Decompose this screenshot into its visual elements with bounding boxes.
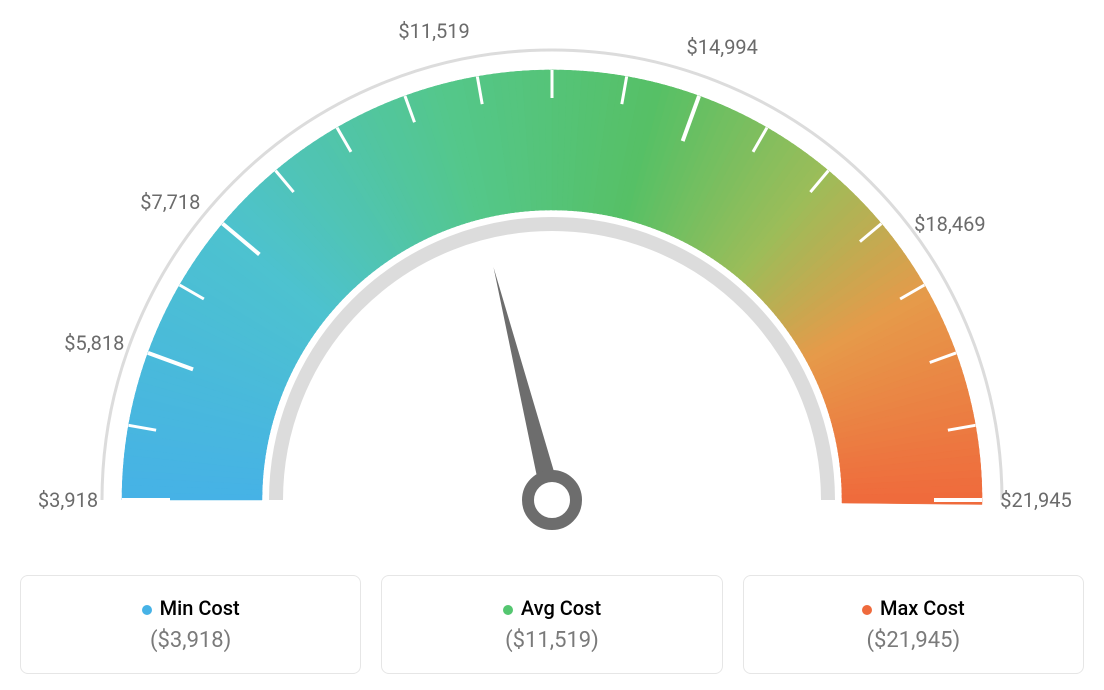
- legend-card-min: Min Cost ($3,918): [20, 575, 361, 674]
- tick-label: $21,945: [1000, 488, 1071, 512]
- legend-title-max: Max Cost: [754, 596, 1073, 620]
- legend-title-max-text: Max Cost: [880, 596, 965, 620]
- legend-title-avg-text: Avg Cost: [521, 596, 601, 620]
- tick-label: $11,519: [398, 19, 469, 43]
- legend-title-avg: Avg Cost: [392, 596, 711, 620]
- tick-label: $7,718: [140, 190, 200, 214]
- dot-avg: [503, 605, 513, 615]
- tick-label: $3,918: [38, 488, 98, 512]
- tick-label: $18,469: [914, 212, 985, 236]
- gauge-svg: [0, 0, 1104, 530]
- legend-card-max: Max Cost ($21,945): [743, 575, 1084, 674]
- legend-value-min: ($3,918): [31, 628, 350, 653]
- gauge-chart: $3,918 $5,818 $7,718 $11,519 $14,994 $18,469 $…: [0, 0, 1104, 530]
- tick-label: $14,994: [687, 35, 758, 59]
- legend-value-max: ($21,945): [754, 628, 1073, 653]
- tick-label: $5,818: [64, 331, 124, 355]
- legend-title-min-text: Min Cost: [160, 596, 240, 620]
- dot-max: [862, 605, 872, 615]
- legend-card-avg: Avg Cost ($11,519): [381, 575, 722, 674]
- legend-value-avg: ($11,519): [392, 628, 711, 653]
- legend-row: Min Cost ($3,918) Avg Cost ($11,519) Max…: [20, 575, 1084, 674]
- dot-min: [142, 605, 152, 615]
- legend-title-min: Min Cost: [31, 596, 350, 620]
